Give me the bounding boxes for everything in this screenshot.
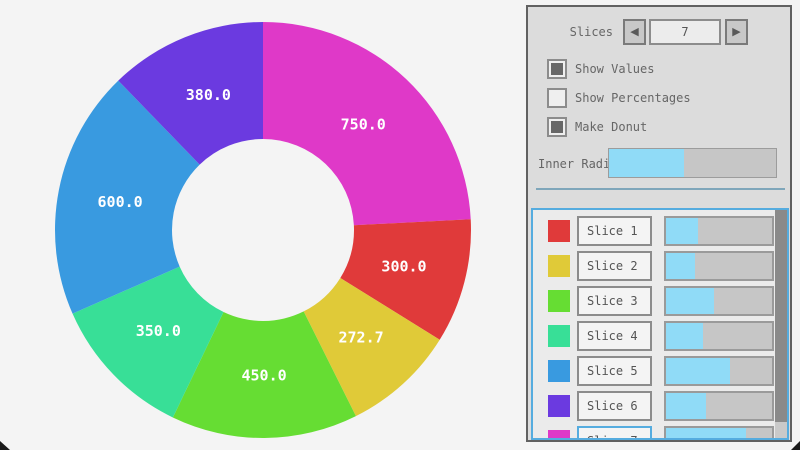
donut-slice-6 xyxy=(118,22,263,165)
slice-2-name-field[interactable]: Slice 2 xyxy=(577,251,652,281)
right-arrow-icon: ▶ xyxy=(732,25,741,38)
slice-3-value-slider[interactable] xyxy=(664,286,774,316)
slice-1-color-swatch[interactable] xyxy=(548,220,570,242)
slice-5-color-swatch[interactable] xyxy=(548,360,570,382)
slice-value-label: 300.0 xyxy=(381,257,426,275)
show-percentages-checkbox[interactable] xyxy=(547,88,567,108)
slice-3-slider-fill xyxy=(666,288,714,314)
slice-row-7: Slice 7 xyxy=(533,426,775,438)
slice-value-label: 600.0 xyxy=(98,193,143,211)
slice-value-label: 450.0 xyxy=(241,367,286,385)
slice-5-name-field[interactable]: Slice 5 xyxy=(577,356,652,386)
inner-radius-slider[interactable] xyxy=(608,148,777,178)
inner-radius-label: Inner Radius xyxy=(538,157,625,171)
show-percentages-row: Show Percentages xyxy=(547,88,691,108)
slice-3-name-field[interactable]: Slice 3 xyxy=(577,286,652,316)
settings-panel: Slices ◀ 7 ▶ Show Values Show Percentage… xyxy=(526,5,792,442)
slice-7-slider-fill xyxy=(666,428,746,438)
slice-7-color-swatch[interactable] xyxy=(548,430,570,438)
donut-slice-7 xyxy=(263,22,471,226)
slice-2-color-swatch[interactable] xyxy=(548,255,570,277)
scrollbar-thumb[interactable] xyxy=(775,210,787,423)
slice-row-3: Slice 3 xyxy=(533,286,775,316)
panel-divider xyxy=(536,188,785,190)
donut-chart: 750.0 300.0 272.7 450.0 350.0 600.0 380.0 xyxy=(54,22,471,439)
make-donut-label: Make Donut xyxy=(575,120,648,134)
slice-4-name-field[interactable]: Slice 4 xyxy=(577,321,652,351)
cursor-artifact xyxy=(0,441,10,450)
slice-6-name-field[interactable]: Slice 6 xyxy=(577,391,652,421)
slices-increment-button[interactable]: ▶ xyxy=(725,19,748,45)
show-percentages-label: Show Percentages xyxy=(575,91,691,105)
donut-slice-4 xyxy=(72,266,224,418)
slice-6-color-swatch[interactable] xyxy=(548,395,570,417)
slice-value-label: 750.0 xyxy=(341,115,386,133)
slice-3-color-swatch[interactable] xyxy=(548,290,570,312)
donut-slice-2 xyxy=(303,277,440,417)
slice-value-label: 380.0 xyxy=(186,86,231,104)
left-arrow-icon: ◀ xyxy=(630,25,639,38)
resize-grip-icon[interactable] xyxy=(791,441,800,450)
slice-row-6: Slice 6 xyxy=(533,391,775,421)
slice-6-value-slider[interactable] xyxy=(664,391,774,421)
inner-radius-slider-fill xyxy=(609,149,685,177)
slices-count-field[interactable]: 7 xyxy=(649,19,721,45)
slice-5-value-slider[interactable] xyxy=(664,356,774,386)
make-donut-row: Make Donut xyxy=(547,117,647,137)
slice-2-slider-fill xyxy=(666,253,695,279)
slice-7-value-slider[interactable] xyxy=(664,426,774,438)
slice-4-color-swatch[interactable] xyxy=(548,325,570,347)
slice-4-value-slider[interactable] xyxy=(664,321,774,351)
make-donut-checkbox[interactable] xyxy=(547,117,567,137)
slice-1-value-slider[interactable] xyxy=(664,216,774,246)
slice-7-name-field[interactable]: Slice 7 xyxy=(577,426,652,438)
slice-row-1: Slice 1 xyxy=(533,216,775,246)
donut-slice-1 xyxy=(340,219,471,340)
slice-1-name-field[interactable]: Slice 1 xyxy=(577,216,652,246)
slice-5-slider-fill xyxy=(666,358,730,384)
slice-list: Slice 1 Slice 2 Slice 3 xyxy=(531,208,789,440)
slice-list-scrollbar[interactable] xyxy=(775,210,787,438)
slice-row-2: Slice 2 xyxy=(533,251,775,281)
slice-row-4: Slice 4 xyxy=(533,321,775,351)
show-values-checkbox[interactable] xyxy=(547,59,567,79)
slice-row-5: Slice 5 xyxy=(533,356,775,386)
show-values-label: Show Values xyxy=(575,62,655,76)
show-values-row: Show Values xyxy=(547,59,654,79)
slices-spinner: Slices ◀ 7 ▶ xyxy=(528,19,790,45)
slices-label: Slices xyxy=(569,25,613,39)
donut-slice-5 xyxy=(54,80,200,314)
donut-slice-3 xyxy=(172,311,356,439)
slice-value-label: 272.7 xyxy=(339,329,384,347)
slice-6-slider-fill xyxy=(666,393,707,419)
slice-1-slider-fill xyxy=(666,218,698,244)
slices-decrement-button[interactable]: ◀ xyxy=(623,19,646,45)
slice-4-slider-fill xyxy=(666,323,704,349)
slice-2-value-slider[interactable] xyxy=(664,251,774,281)
slice-value-label: 350.0 xyxy=(136,322,181,340)
